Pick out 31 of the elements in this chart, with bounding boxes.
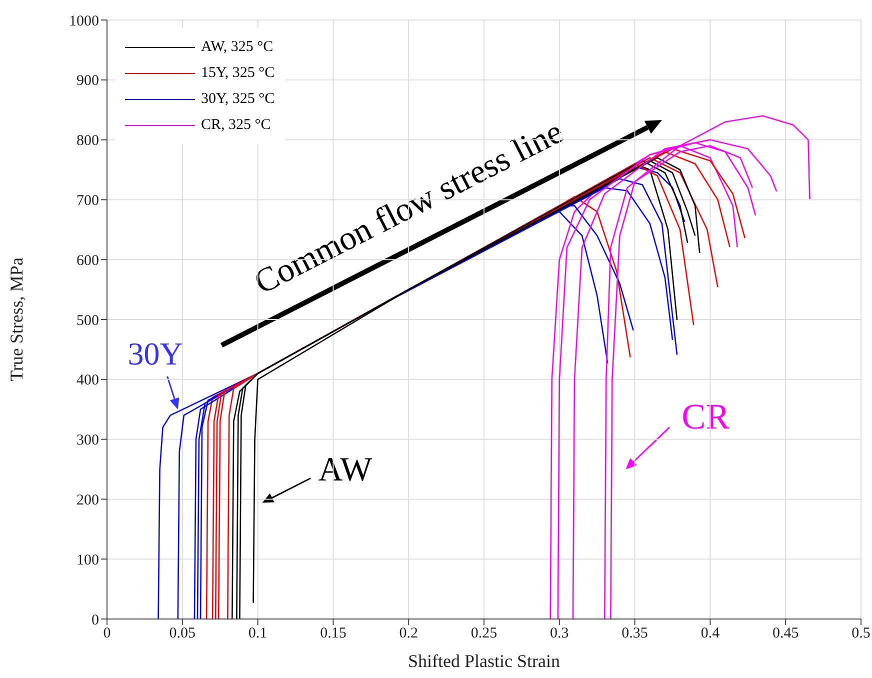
y-tick-label: 400	[76, 372, 99, 389]
legend-label: AW, 325 °C	[201, 38, 274, 56]
x-tick-label: 0.1	[248, 626, 268, 642]
legend-label: 30Y, 325 °C	[201, 90, 275, 108]
x-axis-title: Shifted Plastic Strain	[408, 651, 560, 671]
x-tick-label: 0.3	[550, 626, 569, 642]
annotation: CR	[682, 396, 730, 436]
annotation: AW	[318, 452, 374, 489]
y-axis-title: True Stress, MPa	[6, 258, 26, 382]
y-tick-label: 500	[76, 312, 99, 329]
x-tick-label: 0.5	[852, 626, 870, 642]
x-tick-label: 0.45	[772, 626, 799, 642]
y-tick-label: 700	[76, 193, 99, 210]
x-tick-label: 0.4	[700, 626, 720, 642]
x-tick-label: 0.05	[169, 626, 196, 642]
x-tick-label: 0	[103, 626, 111, 642]
x-tick-label: 0.35	[622, 626, 648, 642]
x-tick-label: 0.15	[320, 626, 346, 642]
y-tick-label: 0	[92, 612, 99, 628]
x-tick-label: 0.25	[470, 626, 498, 642]
y-tick-label: 800	[76, 133, 99, 150]
legend-label: CR, 325 °C	[201, 116, 271, 134]
x-tick-label: 0.2	[399, 626, 418, 642]
annotation: 30Y	[128, 336, 183, 372]
y-tick-label: 600	[76, 252, 99, 269]
y-tick-label: 200	[76, 492, 99, 509]
y-tick-label: 900	[76, 73, 99, 90]
y-tick-label: 300	[76, 432, 99, 449]
y-tick-label: 1000	[69, 13, 99, 30]
legend-label: 15Y, 325 °C	[201, 64, 275, 82]
y-tick-label: 100	[76, 552, 99, 568]
